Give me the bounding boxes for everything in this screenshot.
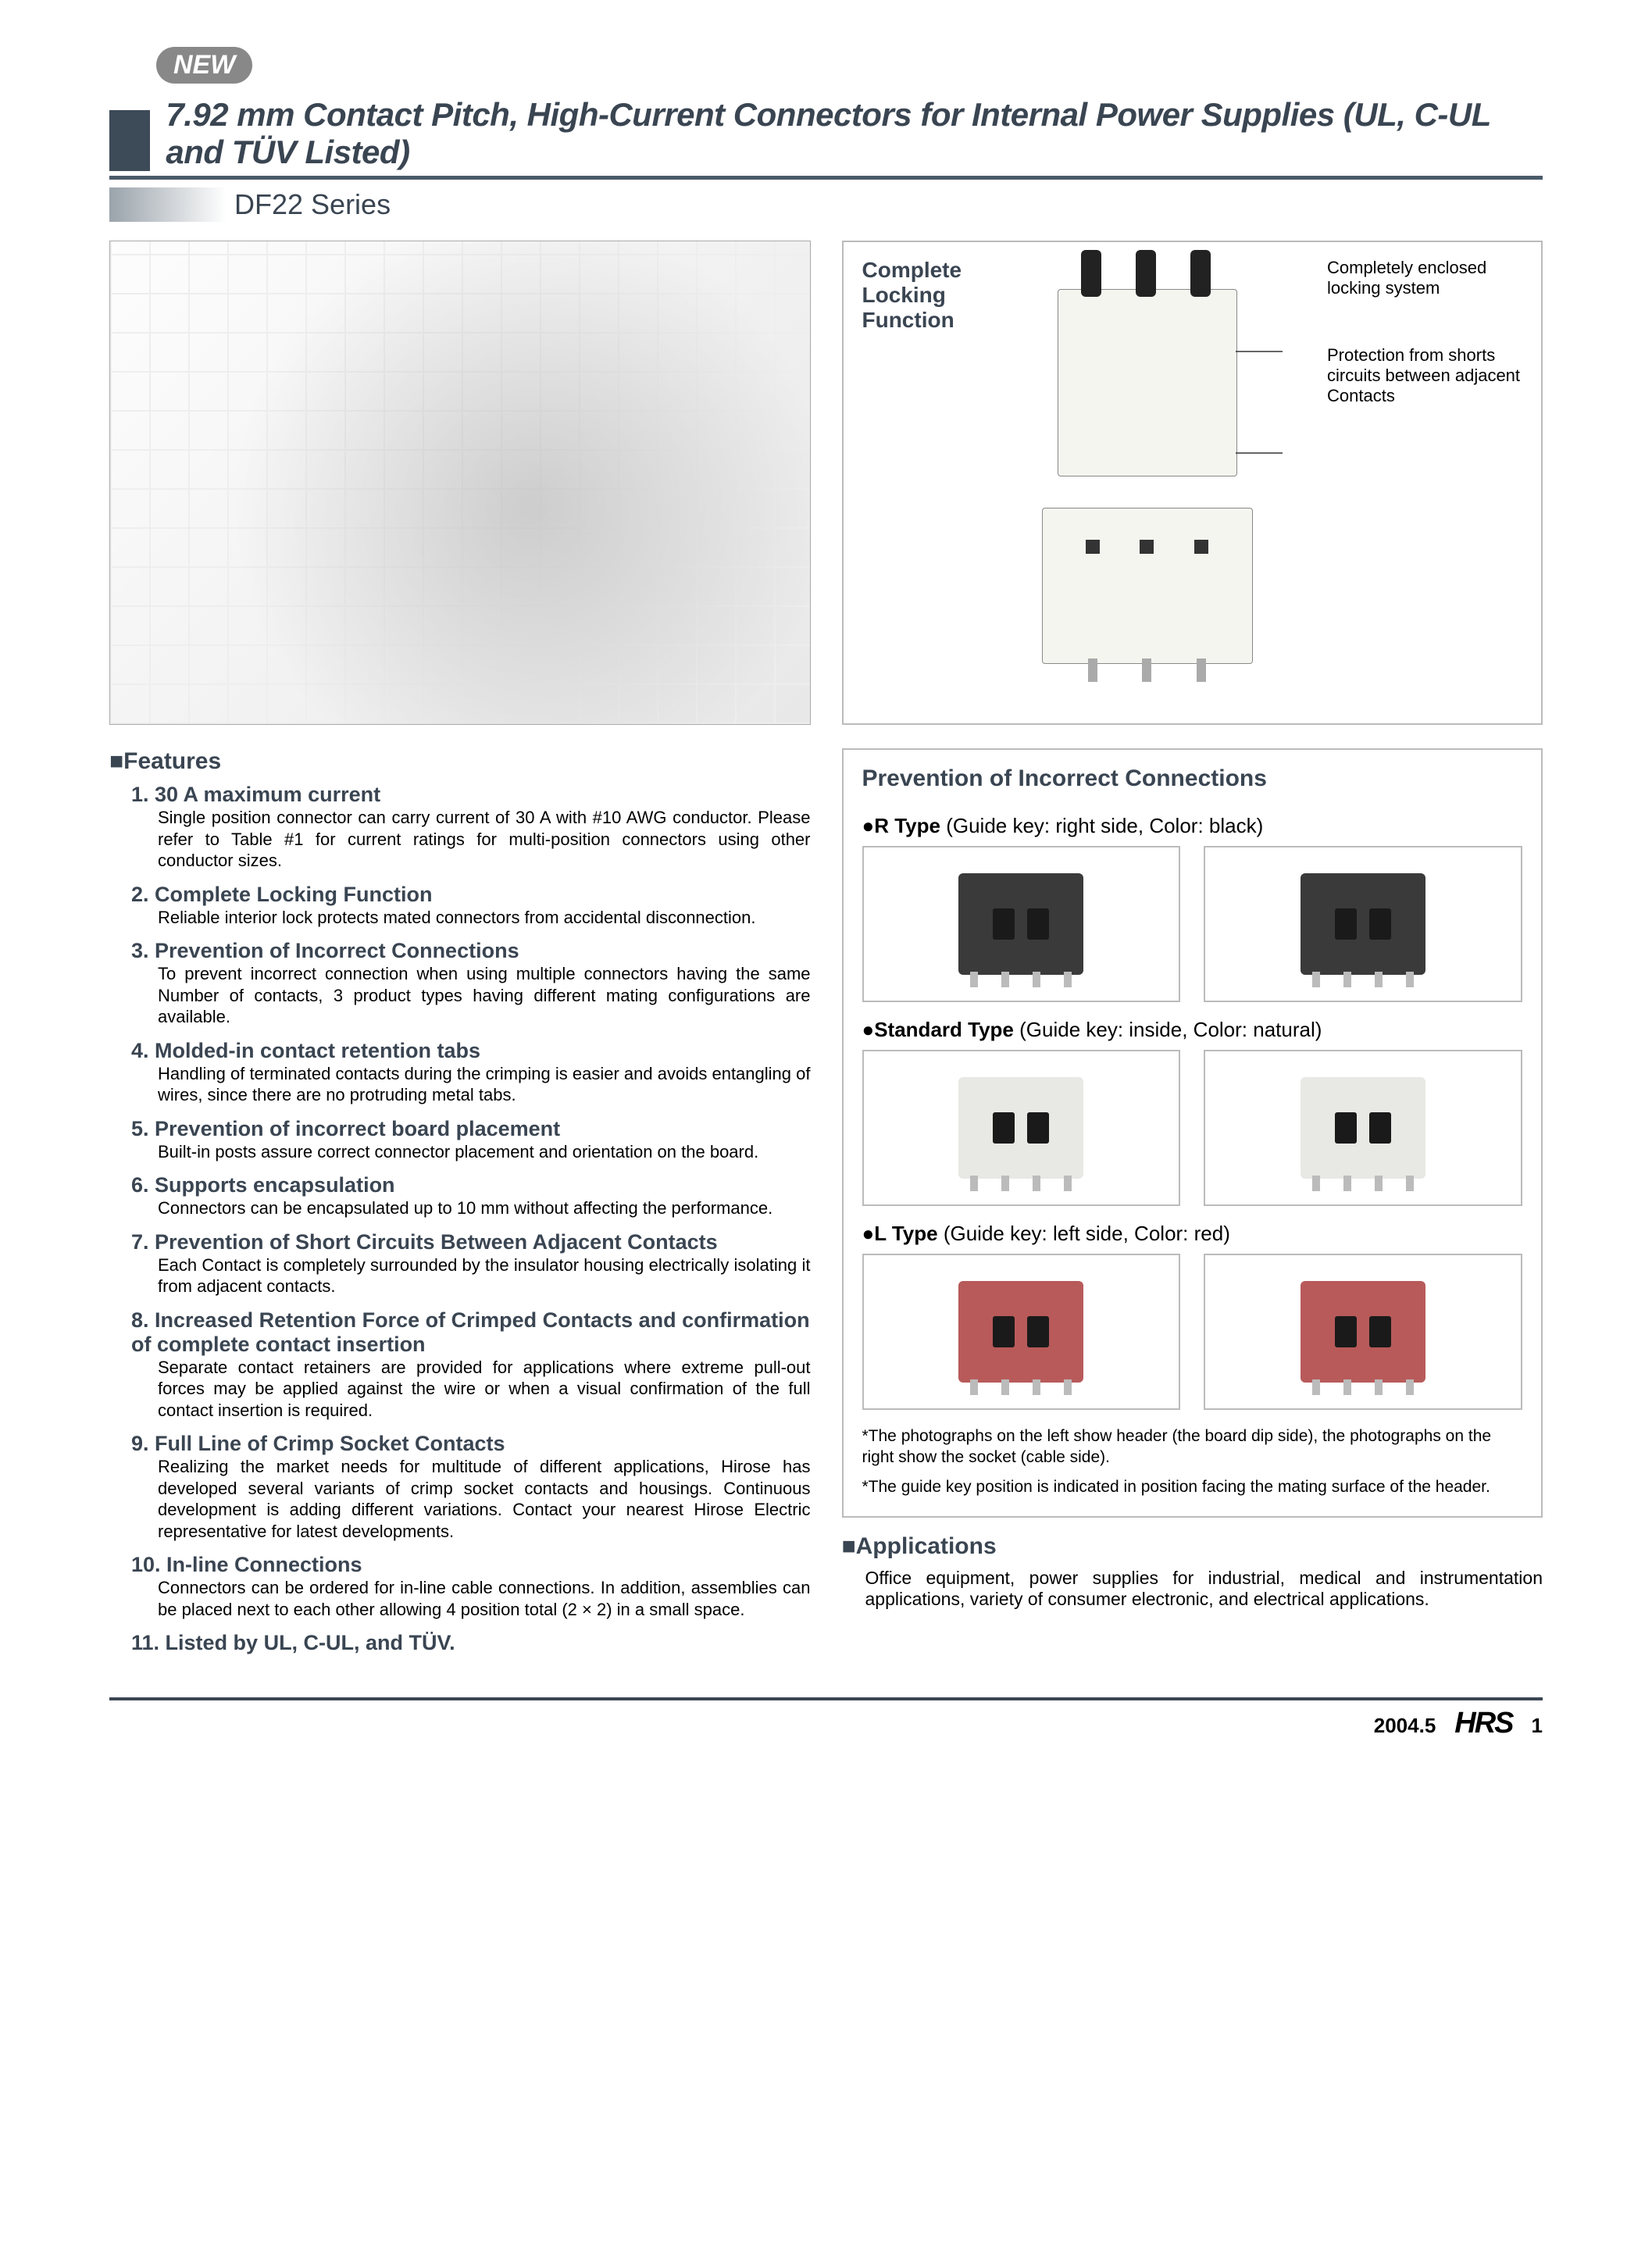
type-label: ●Standard Type (Guide key: inside, Color… (862, 1018, 1523, 1042)
page-footer: 2004.5 HRS 1 (109, 1697, 1543, 1740)
footer-date: 2004.5 (1374, 1714, 1436, 1738)
feature-item: 6. Supports encapsulationConnectors can … (131, 1173, 811, 1219)
feature-body: Connectors can be ordered for in-line ca… (131, 1577, 811, 1620)
locking-box: Complete Locking Function (842, 241, 1543, 725)
prevention-box: Prevention of Incorrect Connections ●R T… (842, 748, 1543, 1518)
locking-diagram (1034, 258, 1312, 708)
feature-body: Built-in posts assure correct connector … (131, 1141, 811, 1163)
feature-title: 8. Increased Retention Force of Crimped … (131, 1308, 811, 1357)
prevention-note-2: *The guide key position is indicated in … (862, 1476, 1523, 1497)
prevention-title: Prevention of Incorrect Connections (862, 765, 1523, 792)
feature-body: Realizing the market needs for multitude… (131, 1456, 811, 1542)
series-subtitle: DF22 Series (234, 188, 391, 221)
type-socket-photo (1204, 846, 1522, 1002)
type-row (862, 1254, 1523, 1410)
square-bullet-icon: ■ (842, 1533, 856, 1559)
connector-icon (1301, 873, 1425, 975)
type-socket-photo (1204, 1050, 1522, 1206)
feature-title: 9. Full Line of Crimp Socket Contacts (131, 1432, 811, 1456)
feature-body: Reliable interior lock protects mated co… (131, 907, 811, 929)
feature-body: Each Contact is completely surrounded by… (131, 1254, 811, 1297)
feature-title: 7. Prevention of Short Circuits Between … (131, 1230, 811, 1254)
connector-icon (958, 873, 1083, 975)
type-label: ●R Type (Guide key: right side, Color: b… (862, 814, 1523, 838)
type-socket-photo (1204, 1254, 1522, 1410)
feature-item: 10. In-line ConnectionsConnectors can be… (131, 1553, 811, 1620)
left-column: ■Features 1. 30 A maximum currentSingle … (109, 241, 811, 1666)
right-column: Complete Locking Function (842, 241, 1543, 1666)
feature-title: 2. Complete Locking Function (131, 883, 811, 907)
features-heading: ■Features (109, 748, 811, 775)
types-container: ●R Type (Guide key: right side, Color: b… (862, 814, 1523, 1410)
title-accent-block (109, 110, 150, 171)
locking-callouts: Completely enclosed locking system Prote… (1327, 258, 1522, 708)
feature-item: 5. Prevention of incorrect board placeme… (131, 1117, 811, 1163)
type-header-photo (862, 846, 1181, 1002)
feature-body: To prevent incorrect connection when usi… (131, 963, 811, 1028)
feature-item: 11. Listed by UL, C-UL, and TÜV. (131, 1631, 811, 1655)
connector-icon (958, 1077, 1083, 1179)
footer-page-number: 1 (1532, 1714, 1543, 1738)
feature-item: 1. 30 A maximum currentSingle position c… (131, 783, 811, 872)
feature-body: Connectors can be encapsulated up to 10 … (131, 1197, 811, 1219)
type-header-photo (862, 1050, 1181, 1206)
feature-item: 2. Complete Locking FunctionReliable int… (131, 883, 811, 929)
feature-item: 3. Prevention of Incorrect ConnectionsTo… (131, 939, 811, 1028)
locking-label: Complete Locking Function (862, 258, 1019, 708)
page-title: 7.92 mm Contact Pitch, High-Current Conn… (166, 96, 1543, 171)
feature-item: 4. Molded-in contact retention tabsHandl… (131, 1039, 811, 1106)
connector-icon (958, 1281, 1083, 1383)
applications-body: Office equipment, power supplies for ind… (842, 1568, 1543, 1610)
prevention-note-1: *The photographs on the left show header… (862, 1426, 1523, 1468)
feature-title: 3. Prevention of Incorrect Connections (131, 939, 811, 963)
feature-title: 6. Supports encapsulation (131, 1173, 811, 1197)
connector-icon (1301, 1281, 1425, 1383)
feature-title: 11. Listed by UL, C-UL, and TÜV. (131, 1631, 811, 1655)
applications-heading: ■Applications (842, 1533, 1543, 1560)
feature-body: Separate contact retainers are provided … (131, 1357, 811, 1422)
hero-photo (109, 241, 811, 725)
feature-title: 5. Prevention of incorrect board placeme… (131, 1117, 811, 1141)
feature-body: Handling of terminated contacts during t… (131, 1063, 811, 1106)
features-list: 1. 30 A maximum currentSingle position c… (109, 783, 811, 1655)
type-label: ●L Type (Guide key: left side, Color: re… (862, 1222, 1523, 1246)
locking-callout-2: Protection from shorts circuits between … (1327, 345, 1522, 406)
feature-title: 10. In-line Connections (131, 1553, 811, 1577)
feature-item: 7. Prevention of Short Circuits Between … (131, 1230, 811, 1297)
type-row (862, 1050, 1523, 1206)
features-heading-text: Features (123, 748, 221, 774)
type-header-photo (862, 1254, 1181, 1410)
square-bullet-icon: ■ (109, 748, 123, 774)
feature-item: 9. Full Line of Crimp Socket ContactsRea… (131, 1432, 811, 1542)
feature-title: 1. 30 A maximum current (131, 783, 811, 807)
subtitle-gradient (109, 187, 227, 222)
feature-body: Single position connector can carry curr… (131, 807, 811, 872)
locking-callout-1: Completely enclosed locking system (1327, 258, 1522, 298)
applications-heading-text: Applications (856, 1533, 997, 1559)
hrs-logo: HRS (1454, 1707, 1512, 1740)
feature-title: 4. Molded-in contact retention tabs (131, 1039, 811, 1063)
subtitle-row: DF22 Series (109, 187, 1543, 222)
connector-icon (1301, 1077, 1425, 1179)
title-bar: 7.92 mm Contact Pitch, High-Current Conn… (109, 96, 1543, 180)
type-row (862, 846, 1523, 1002)
new-badge: NEW (156, 47, 252, 84)
feature-item: 8. Increased Retention Force of Crimped … (131, 1308, 811, 1422)
